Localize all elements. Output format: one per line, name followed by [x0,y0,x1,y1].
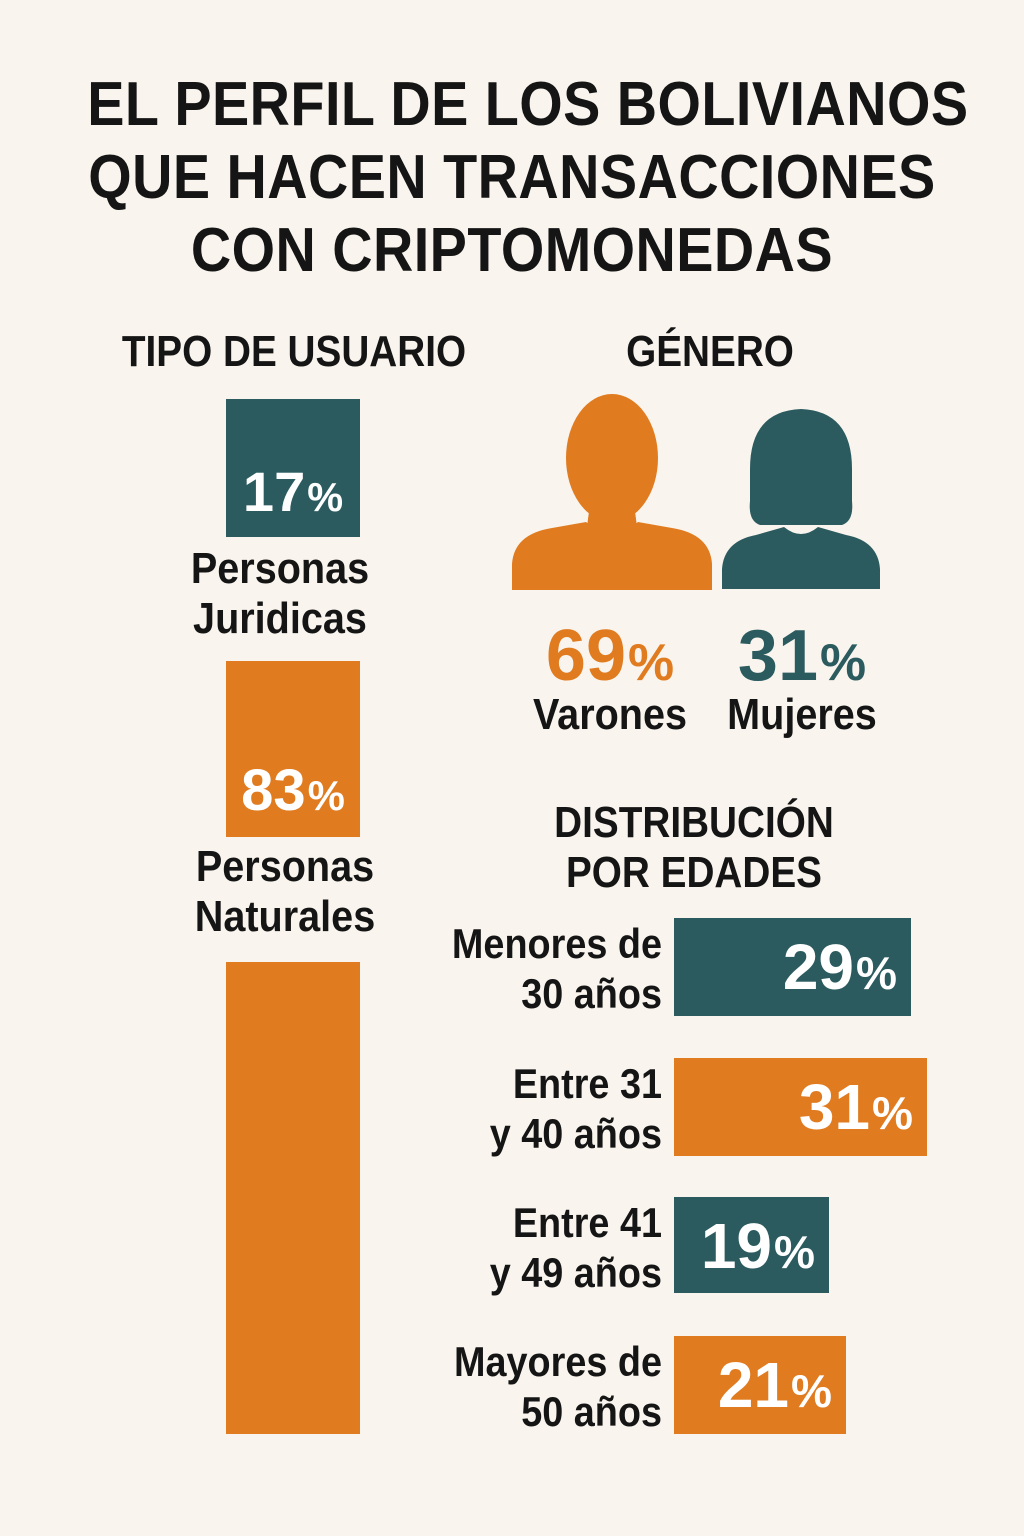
age-bar-4 [674,1336,846,1434]
woman-silhouette-icon [722,409,880,589]
man-silhouette-icon [512,394,712,590]
age-bar-1 [674,918,911,1016]
age-heading: DISTRIBUCIÓN POR EDADES [554,798,834,897]
user-type-value-naturales: 83% [241,758,345,823]
user-type-bar-naturales-extension [226,962,360,1434]
page-title: EL PERFIL DE LOS BOLIVIANOS QUE HACEN TR… [87,68,969,287]
gender-heading: GÉNERO [626,327,794,376]
age-value-2: 31% [798,1071,913,1143]
user-type-bar-naturales [226,661,360,837]
age-label-3: Entre 41 y 49 años [489,1199,662,1296]
title-line-3: CON CRIPTOMONEDAS [190,216,834,285]
user-type-heading: TIPO DE USUARIO [121,327,467,376]
gender-label-varones: Varones [532,690,688,739]
title-line-1: EL PERFIL DE LOS BOLIVIANOS [87,70,969,139]
age-bar-2 [674,1058,927,1156]
age-bar-3 [674,1197,829,1293]
age-value-1: 29% [782,931,897,1003]
user-type-label-naturales: Personas Naturales [194,842,376,941]
gender-label-mujeres: Mujeres [727,690,877,739]
age-value-3: 19% [700,1210,815,1282]
gender-value-mujeres: 31% [737,616,867,696]
user-type-bar-juridicas [226,399,360,537]
age-label-2: Entre 31 y 40 años [489,1060,662,1157]
age-label-4: Mayores de 50 años [454,1338,662,1435]
age-value-4: 21% [717,1349,832,1421]
user-type-label-juridicas: Personas Juridicas [190,544,370,643]
title-line-2: QUE HACEN TRANSACCIONES [88,143,936,212]
age-label-1: Menores de 30 años [451,920,662,1017]
user-type-value-juridicas: 17% [242,460,344,523]
gender-value-varones: 69% [545,616,675,696]
